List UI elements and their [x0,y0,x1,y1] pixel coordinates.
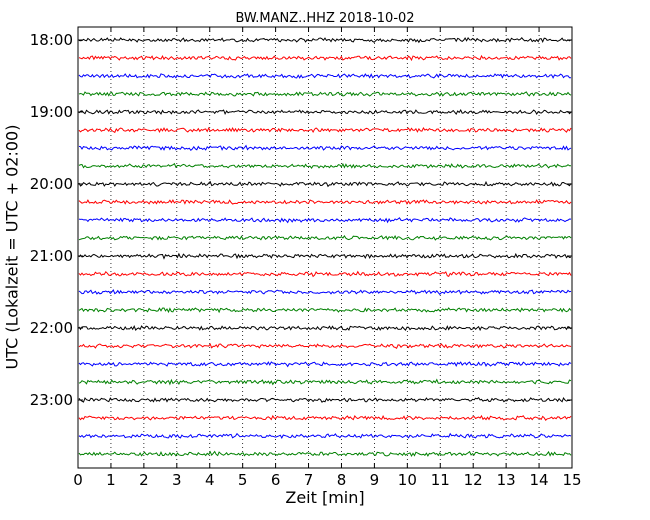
y-tick-label: 18:00 [30,31,73,49]
trace-line [78,270,572,278]
y-tick-label: 22:00 [30,319,73,337]
chart-title: BW.MANZ..HHZ 2018-10-02 [235,11,415,26]
trace-line [78,180,572,188]
vertical-gridlines [110,27,540,468]
trace-line [78,36,572,44]
x-tick-label: 13 [497,471,516,489]
trace-line [78,217,572,224]
trace-line [78,109,572,116]
trace-line [78,396,572,403]
x-tick-label: 2 [139,471,149,489]
x-tick-label: 15 [562,471,581,489]
trace-line [78,325,572,332]
x-tick-label: 11 [431,471,450,489]
y-axis-label: UTC (Lokalzeit = UTC + 02:00) [2,124,22,370]
y-tick-label: 19:00 [30,103,73,121]
x-tick-label: 3 [172,471,182,489]
trace-line [78,450,572,457]
y-axis-ticks: 18:00 19:00 20:00 21:00 22:00 23:00 [30,31,572,409]
y-tick-label: 20:00 [30,175,73,193]
plot-area-background [78,27,572,468]
trace-line [78,144,572,152]
x-tick-label: 9 [370,471,380,489]
trace-line [78,378,572,386]
x-tick-label: 4 [205,471,215,489]
trace-line [78,343,572,350]
plot-frame [77,26,573,469]
x-tick-label: 12 [464,471,483,489]
trace-line [78,307,572,314]
trace-line [78,91,572,97]
x-tick-label: 14 [530,471,549,489]
trace-line [78,162,572,169]
trace-line [78,432,572,439]
y-tick-label: 21:00 [30,247,73,265]
trace-line [78,73,572,79]
trace-line [78,234,572,241]
trace-line [78,414,572,421]
x-tick-label: 10 [398,471,417,489]
trace-line [78,361,572,368]
x-tick-label: 8 [337,471,347,489]
trace-line [78,289,572,296]
x-tick-label: 5 [238,471,248,489]
x-tick-label: 0 [73,471,83,489]
trace-line [78,54,572,62]
x-tick-label: 1 [106,471,116,489]
x-axis-label: Zeit [min] [285,488,365,507]
x-tick-label: 6 [271,471,281,489]
y-tick-label: 23:00 [30,391,73,409]
trace-line [78,199,572,205]
trace-line [78,126,572,134]
trace-line [78,252,572,260]
x-axis-ticks: 0 1 2 3 4 5 6 7 8 9 10 11 12 13 14 15 [73,27,582,489]
seismic-traces [78,36,572,457]
x-tick-label: 7 [304,471,314,489]
